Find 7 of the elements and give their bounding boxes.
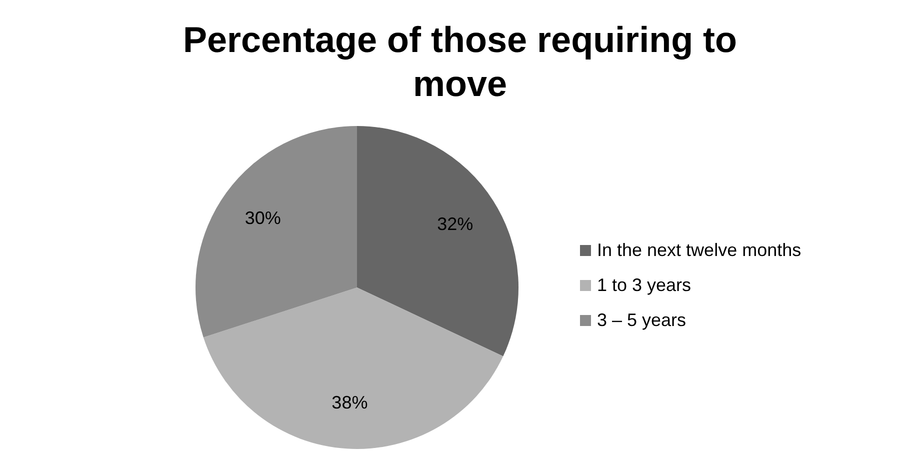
data-label: 30% [244,208,281,228]
legend-label: In the next twelve months [597,240,802,261]
data-label: 38% [332,392,368,413]
chart-title: Percentage of those requiring to move [182,18,738,106]
legend-label: 3 – 5 years [597,310,686,331]
legend-label: 1 to 3 years [597,275,692,296]
data-label: 32% [437,214,474,234]
